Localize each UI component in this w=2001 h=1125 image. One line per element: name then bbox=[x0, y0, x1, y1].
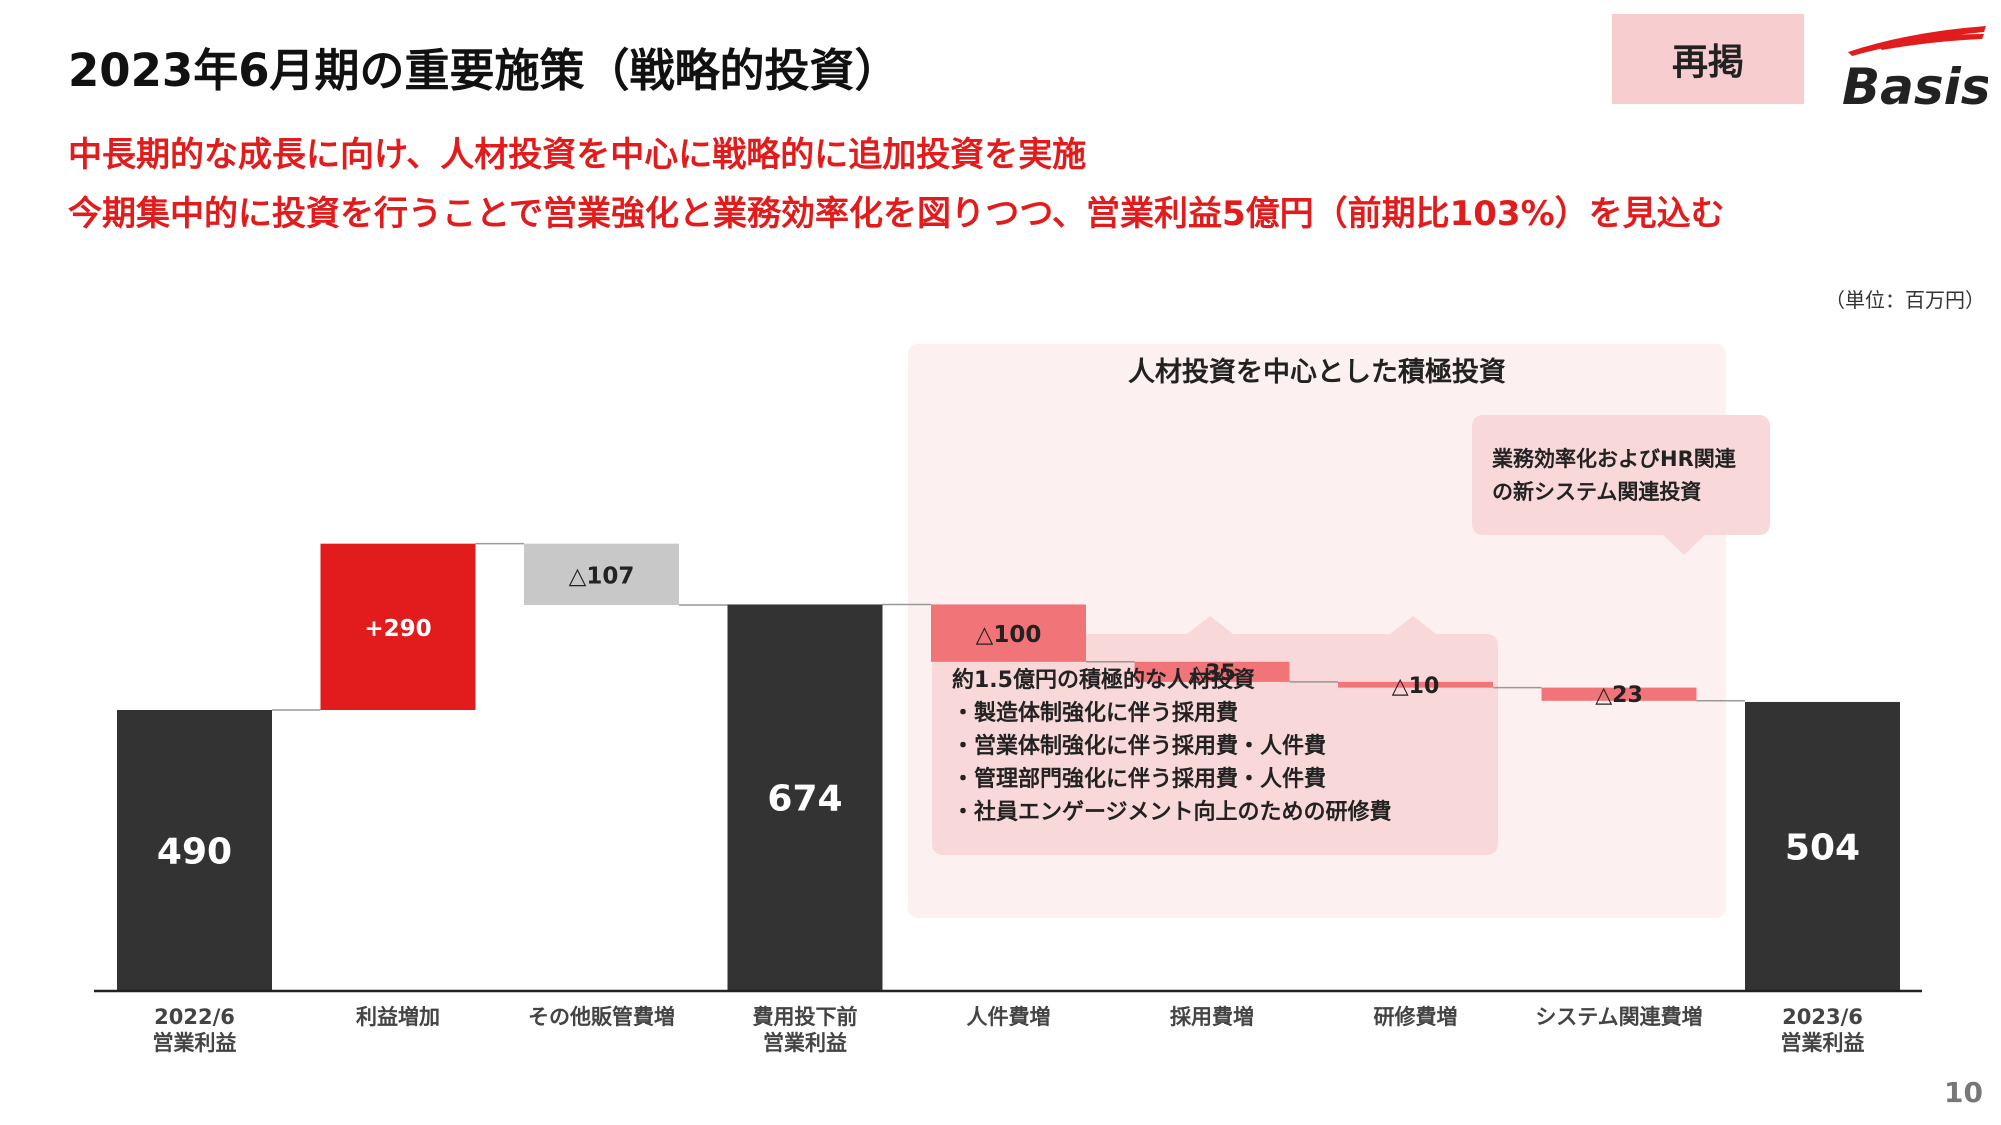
panel-title: 人材投資を中心とした積極投資 bbox=[1128, 357, 1506, 388]
x-tick-label: 採用費増 bbox=[1170, 1005, 1254, 1029]
system-callout-line2: の新システム関連投資 bbox=[1492, 480, 1702, 504]
page-title: 2023年6月期の重要施策（戦略的投資） bbox=[68, 44, 900, 97]
x-tick-label: 費用投下前 bbox=[753, 1005, 858, 1029]
data-label: △23 bbox=[1595, 683, 1643, 708]
bar bbox=[1541, 687, 1697, 701]
subtitle-line2: 今期集中的に投資を行うことで営業強化と業務効率化を図りつつ、営業利益5億円（前期… bbox=[68, 194, 1725, 234]
system-callout-box bbox=[1472, 415, 1770, 555]
x-tick-label: 利益増加 bbox=[356, 1005, 440, 1029]
page-number: 10 bbox=[1944, 1076, 1983, 1109]
bar bbox=[727, 604, 883, 991]
hr-callout-heading: 約1.5億円の積極的な人材投資 bbox=[952, 668, 1255, 693]
bar bbox=[1745, 701, 1900, 991]
data-label: △107 bbox=[569, 563, 635, 589]
data-label: △35 bbox=[1188, 661, 1236, 686]
x-tick-label: 2023/6 bbox=[1782, 1005, 1863, 1029]
unit-label: （単位：百万円） bbox=[1825, 288, 1985, 312]
bar bbox=[524, 543, 679, 606]
bar bbox=[1134, 661, 1290, 682]
bar bbox=[1338, 681, 1493, 688]
hr-callout-text: 約1.5億円の積極的な人材投資 ・製造体制強化に伴う採用費 ・営業体制強化に伴う… bbox=[952, 664, 1392, 829]
hr-callout-item: ・製造体制強化に伴う採用費 bbox=[952, 701, 1239, 726]
basis-logo: Basis bbox=[1842, 26, 1988, 112]
repost-badge: 再掲 bbox=[1612, 14, 1804, 104]
x-tick-label: その他販管費増 bbox=[528, 1005, 675, 1029]
data-label: 504 bbox=[1785, 827, 1860, 868]
x-tick-label: 営業利益 bbox=[153, 1031, 237, 1055]
system-callout-text: 業務効率化およびHR関連 の新システム関連投資 bbox=[1492, 443, 1736, 509]
data-label: △10 bbox=[1392, 674, 1440, 699]
x-tick-label: 営業利益 bbox=[1781, 1031, 1865, 1055]
data-label: 674 bbox=[767, 779, 842, 820]
x-tick-label: 営業利益 bbox=[763, 1031, 847, 1055]
hr-callout-item: ・営業体制強化に伴う採用費・人件費 bbox=[952, 734, 1327, 759]
data-label: 490 bbox=[157, 831, 232, 872]
system-callout-line1: 業務効率化およびHR関連 bbox=[1492, 447, 1736, 471]
bar bbox=[931, 604, 1086, 662]
data-label: +290 bbox=[364, 616, 431, 642]
x-tick-label: 研修費増 bbox=[1374, 1005, 1458, 1029]
logo-text: Basis bbox=[1842, 58, 1988, 112]
bar bbox=[320, 543, 476, 710]
x-tick-label: 人件費増 bbox=[967, 1005, 1051, 1029]
x-tick-label: システム関連費増 bbox=[1535, 1005, 1702, 1029]
hr-callout-item: ・管理部門強化に伴う採用費・人件費 bbox=[952, 767, 1327, 792]
data-label: △100 bbox=[976, 622, 1042, 648]
x-tick-label: 2022/6 bbox=[154, 1005, 235, 1029]
subtitle-line1: 中長期的な成長に向け、人材投資を中心に戦略的に追加投資を実施 bbox=[68, 135, 1087, 175]
hr-callout-box bbox=[932, 616, 1498, 855]
hr-callout-item: ・社員エンゲージメント向上のための研修費 bbox=[952, 800, 1392, 825]
bar bbox=[117, 709, 272, 991]
